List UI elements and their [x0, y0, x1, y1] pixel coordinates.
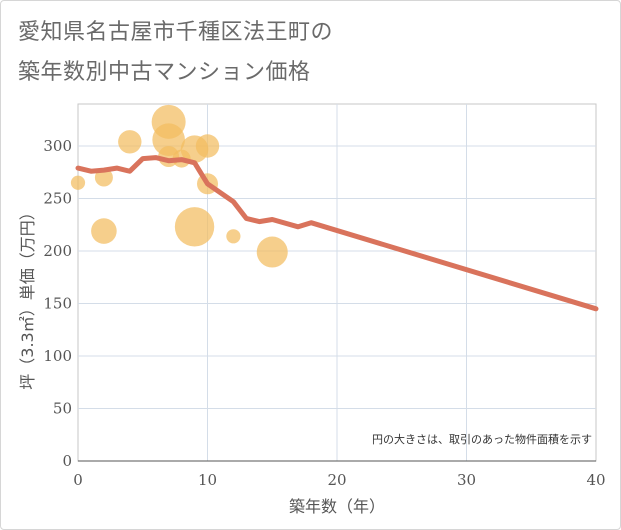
bubble-point: [226, 229, 241, 244]
bubble-point: [94, 168, 113, 187]
chart-title-line1: 愛知県名古屋市千種区法王町の: [18, 20, 334, 45]
bubble-series: [70, 104, 288, 268]
chart-title-line2: 築年数別中古マンション価格: [18, 60, 311, 85]
bubble-point: [118, 130, 142, 154]
line-series: [75, 155, 599, 312]
x-tick-label: 40: [586, 471, 605, 489]
y-axis-label: 坪（3.3㎡）単価（万円）: [18, 204, 37, 389]
x-axis-label: 築年数（年）: [289, 497, 385, 516]
y-tick-label: 200: [43, 242, 72, 260]
bubble-point: [70, 175, 86, 190]
y-tick-label: 100: [43, 347, 72, 365]
y-tick-label: 50: [53, 400, 72, 418]
bubble-size-note: 円の大きさは、取引のあった物件面積を示す: [372, 432, 592, 446]
bubble-point: [174, 207, 215, 247]
y-tick-label: 300: [43, 137, 72, 155]
bubble-point: [256, 236, 288, 268]
bubble-point: [91, 218, 117, 244]
x-tick-label: 30: [457, 471, 476, 489]
y-tick-label: 150: [43, 295, 72, 313]
average-price-line: [75, 155, 599, 312]
x-tick-label: 20: [327, 471, 346, 489]
bubble-point: [152, 123, 185, 156]
tick-labels: 0 50 100 150 200 250 300 0 10 20 30 40: [43, 137, 605, 489]
y-tick-label: 250: [43, 190, 72, 208]
x-tick-label: 10: [198, 471, 217, 489]
y-tick-label: 0: [62, 452, 72, 470]
bubble-point: [195, 134, 220, 158]
grid-lines: [78, 104, 596, 462]
x-tick-label: 0: [73, 471, 83, 489]
